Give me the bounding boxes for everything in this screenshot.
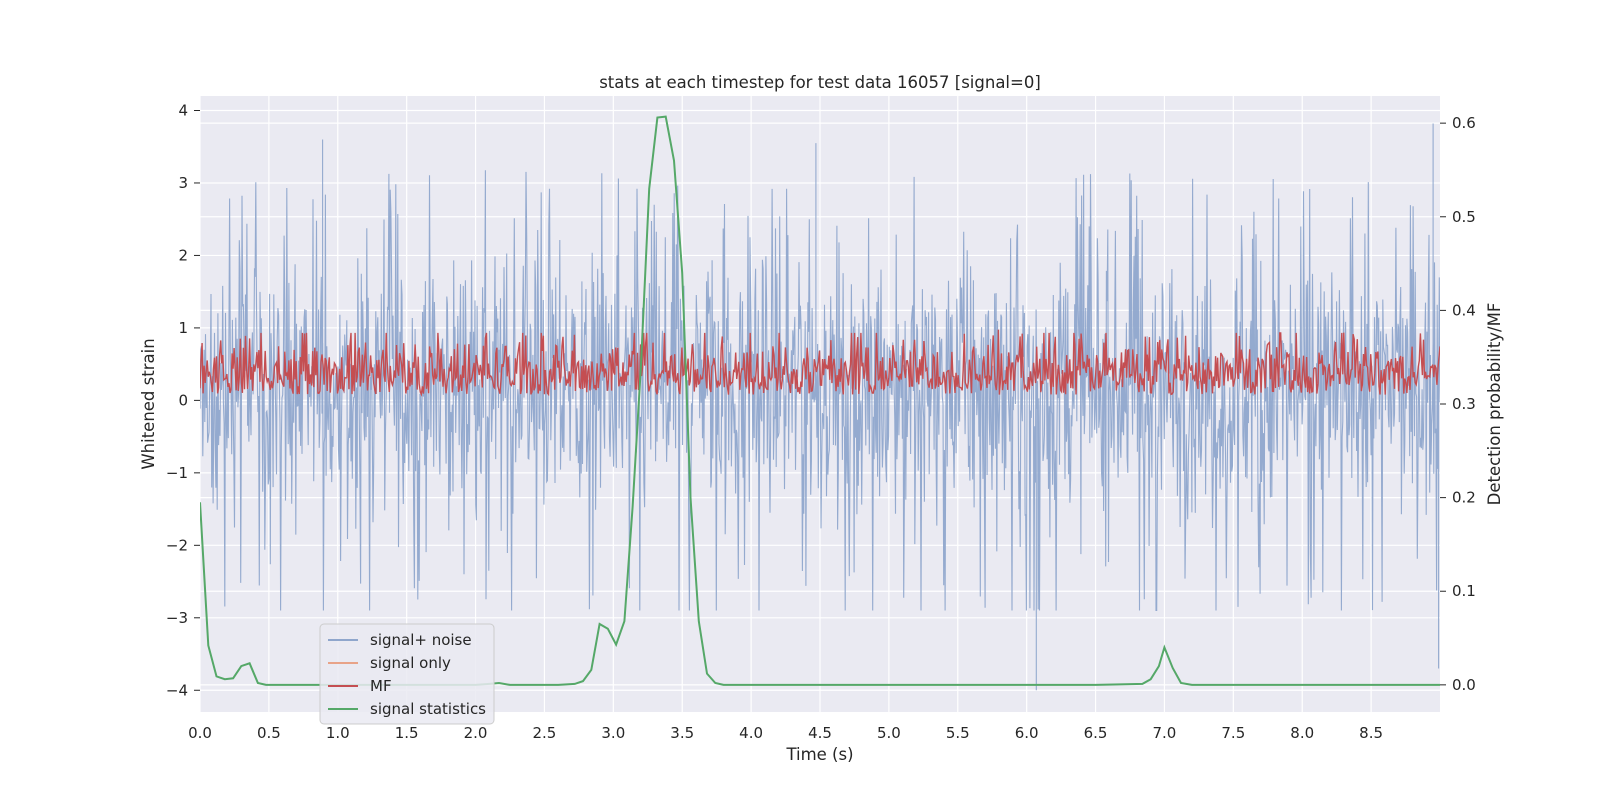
y-tick-label-left: 3 [178, 174, 188, 192]
y-axis-left-ticks: 4 3 2 1 0 −1 −2 −3 −4 [166, 101, 200, 699]
x-tick-label: 8.0 [1290, 724, 1314, 742]
legend-label-signal-only: signal only [370, 654, 451, 672]
x-tick-label: 0.5 [257, 724, 281, 742]
legend-box [319, 623, 495, 725]
series-signal-statistics [200, 115, 1440, 686]
x-tick-label: 7.5 [1221, 724, 1245, 742]
x-tick-label: 4.0 [739, 724, 763, 742]
x-tick-label: 5.0 [877, 724, 901, 742]
y-tick-label-right: 0.6 [1452, 114, 1476, 132]
x-tick-label: 6.5 [1084, 724, 1108, 742]
y-tick-label-left: 4 [178, 101, 188, 119]
legend-label-statistics: signal statistics [370, 700, 486, 718]
y-axis-left-label: Whitened strain [139, 338, 158, 469]
y-tick-label-left: 0 [178, 391, 188, 409]
x-tick-label: 8.5 [1359, 724, 1383, 742]
chart-title: stats at each timestep for test data 160… [599, 73, 1041, 92]
y-axis-right-ticks: 0.6 0.5 0.4 0.3 0.2 0.1 0.0 [1440, 114, 1476, 694]
x-tick-label: 3.5 [670, 724, 694, 742]
x-axis-ticks: 0.0 0.5 1.0 1.5 2.0 2.5 3.0 3.5 4.0 4.5 5.0 5.5 6.0 6… [188, 724, 1383, 742]
series-mf [200, 329, 1440, 397]
y-tick-label-left: −3 [166, 609, 188, 627]
x-axis-label: Time (s) [785, 745, 853, 764]
y-axis-right-label: Detection probability/MF [1485, 303, 1504, 506]
x-tick-label: 2.5 [533, 724, 557, 742]
y-tick-label-right: 0.1 [1452, 582, 1476, 600]
x-tick-label: 6.0 [1015, 724, 1039, 742]
x-tick-label: 1.0 [326, 724, 350, 742]
y-tick-label-left: −2 [166, 536, 188, 554]
y-tick-label-right: 0.4 [1452, 301, 1476, 319]
legend: signal+ noise signal only MF signal stat… [319, 623, 495, 725]
y-tick-label-right: 0.3 [1452, 395, 1476, 413]
y-tick-label-left: 2 [178, 246, 188, 264]
y-tick-label-left: −4 [166, 681, 188, 699]
legend-label-noise: signal+ noise [370, 631, 472, 649]
x-tick-label: 1.5 [395, 724, 419, 742]
series-layer [200, 115, 1440, 691]
y-tick-label-right: 0.2 [1452, 489, 1476, 507]
y-tick-label-left: −1 [166, 464, 188, 482]
x-tick-label: 0.0 [188, 724, 212, 742]
y-tick-label-left: 1 [178, 319, 188, 337]
x-tick-label: 7.0 [1153, 724, 1177, 742]
x-tick-label: 5.5 [946, 724, 970, 742]
y-tick-label-right: 0.0 [1452, 676, 1476, 694]
legend-label-mf: MF [370, 677, 392, 695]
x-tick-label: 4.5 [808, 724, 832, 742]
y-tick-label-right: 0.5 [1452, 208, 1476, 226]
x-tick-label: 3.0 [601, 724, 625, 742]
x-tick-label: 2.0 [464, 724, 488, 742]
